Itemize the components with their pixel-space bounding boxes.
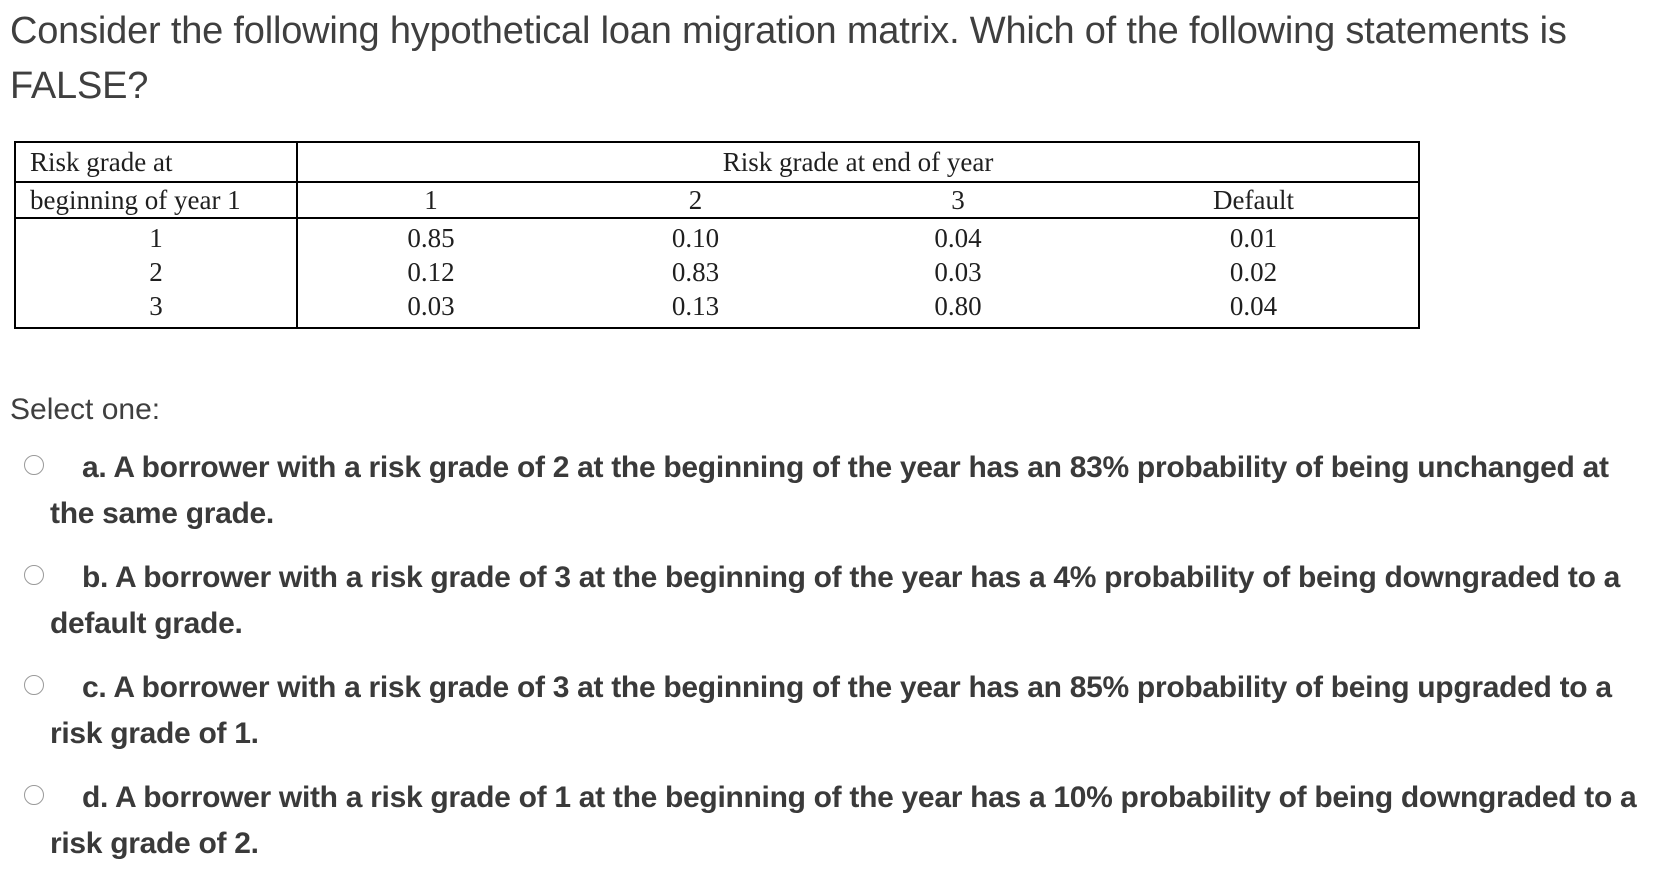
answer-option-a-label[interactable]: a. A borrower with a risk grade of 2 at …: [50, 451, 1609, 530]
row-grade: 3: [15, 289, 298, 328]
column-header-default: Default: [1089, 182, 1420, 219]
column-group-title: Risk grade at end of year: [297, 142, 1420, 183]
row-header-line1: Risk grade at: [15, 142, 298, 183]
radio-button-b[interactable]: [24, 565, 44, 585]
table-cell: 0.85: [407, 223, 455, 253]
row-grade: 2: [15, 255, 298, 289]
column-header-1: 1: [297, 182, 564, 219]
table-row: 3 0.03 0.13 0.80 0.04: [15, 289, 1419, 328]
radio-button-c[interactable]: [24, 675, 44, 695]
radio-button-d[interactable]: [24, 785, 44, 805]
radio-button-a[interactable]: [24, 455, 44, 475]
answer-option-b-label[interactable]: b. A borrower with a risk grade of 3 at …: [50, 561, 1621, 640]
table-row: 2 0.12 0.83 0.03 0.02: [15, 255, 1419, 289]
table-cell: 0.12: [407, 257, 455, 287]
row-header-line2: beginning of year 1: [15, 182, 298, 219]
select-one-label: Select one:: [10, 393, 161, 426]
answer-option-c-label[interactable]: c. A borrower with a risk grade of 3 at …: [50, 671, 1612, 750]
table-cell: 0.03: [934, 257, 982, 287]
row-grade: 1: [15, 218, 298, 255]
column-header-2: 2: [564, 182, 827, 219]
loan-migration-matrix: Risk grade at Risk grade at end of year …: [14, 141, 1421, 329]
table-cell: 0.10: [671, 223, 720, 253]
question-text: Consider the following hypothetical loan…: [10, 10, 1567, 107]
table-cell: 0.01: [1229, 223, 1278, 253]
table-cell: 0.80: [934, 291, 982, 321]
table-cell: 0.83: [671, 257, 720, 287]
column-header-3: 3: [827, 182, 1089, 219]
table-cell: 0.02: [1229, 257, 1278, 287]
table-cell: 0.04: [934, 223, 982, 253]
table-cell: 0.04: [1229, 291, 1278, 321]
table-row: 1 0.85 0.10 0.04 0.01: [15, 218, 1419, 255]
answer-option-d-label[interactable]: d. A borrower with a risk grade of 1 at …: [50, 781, 1637, 860]
table-cell: 0.13: [671, 291, 720, 321]
table-cell: 0.03: [407, 291, 455, 321]
